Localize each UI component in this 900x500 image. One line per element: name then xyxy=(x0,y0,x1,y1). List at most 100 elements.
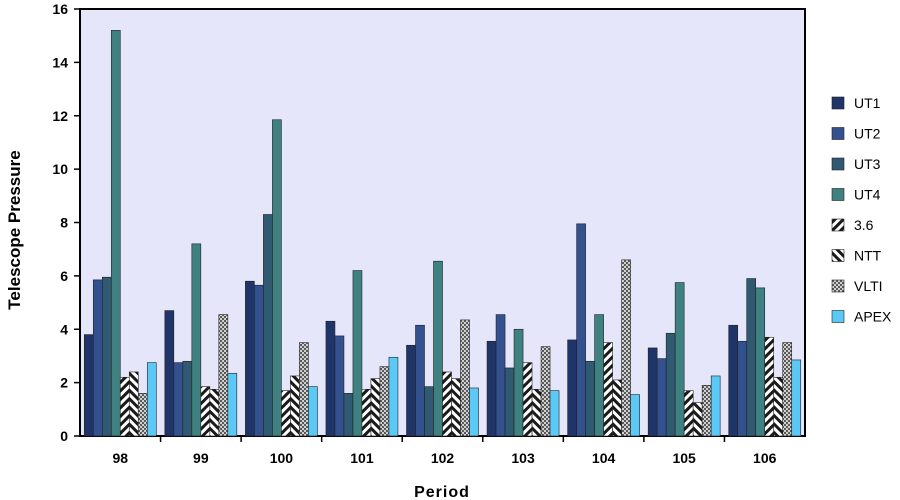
bar-ut3-101 xyxy=(343,392,354,437)
bar-ut1-99 xyxy=(164,310,175,437)
bar-ntt-99 xyxy=(209,388,220,437)
x-tick-label: 101 xyxy=(350,450,374,466)
bar-ut1-104 xyxy=(567,339,577,437)
bar-vlti-105 xyxy=(701,384,712,437)
y-tick-label: 16 xyxy=(52,1,68,17)
bar-vlti-102 xyxy=(460,319,470,437)
bar-ut1-100 xyxy=(245,280,255,437)
y-tick-label: 14 xyxy=(52,54,68,70)
bar-apex-104 xyxy=(630,394,640,437)
bar-ut3-99 xyxy=(182,360,193,437)
legend-swatch xyxy=(831,127,845,140)
bar-apex-101 xyxy=(388,356,399,437)
bar-ut2-106 xyxy=(737,340,748,437)
bar-apex-106 xyxy=(791,359,802,437)
bar-3-6-98 xyxy=(119,376,130,437)
bar-ut3-105 xyxy=(665,332,676,437)
bar-ut4-98 xyxy=(110,30,121,437)
y-tick-label: 2 xyxy=(60,375,68,391)
bar-vlti-98 xyxy=(137,392,148,437)
bar-3-6-104 xyxy=(603,342,613,437)
bar-apex-105 xyxy=(710,375,721,437)
y-tick-label: 10 xyxy=(52,161,68,177)
y-axis: 0 2 4 6 8 10 12 14 16 xyxy=(52,1,80,444)
bar-ut3-100 xyxy=(263,214,273,437)
x-tick-label: 105 xyxy=(672,450,696,466)
y-tick-label: 6 xyxy=(60,268,68,284)
bar-ut4-103 xyxy=(513,328,524,437)
legend-label: 3.6 xyxy=(854,217,874,233)
bar-3-6-103 xyxy=(522,362,533,437)
x-tick-label: 106 xyxy=(753,450,777,466)
y-tick-label: 0 xyxy=(60,428,68,444)
bar-ut2-99 xyxy=(173,362,184,437)
bar-vlti-106 xyxy=(782,342,793,437)
y-tick-label: 4 xyxy=(60,321,68,337)
bar-ut4-102 xyxy=(433,260,443,437)
bar-apex-100 xyxy=(308,386,318,437)
bar-vlti-103 xyxy=(540,346,551,437)
bar-ut3-106 xyxy=(746,278,757,437)
bar-ntt-104 xyxy=(612,379,622,437)
legend-swatch xyxy=(831,157,845,171)
bar-3-6-106 xyxy=(764,336,775,437)
bars-group xyxy=(83,30,802,437)
x-tick-label: 102 xyxy=(431,450,455,466)
legend-label: APEX xyxy=(854,309,892,325)
legend-label: UT2 xyxy=(854,126,881,142)
bar-ut3-98 xyxy=(101,276,112,437)
legend-swatch xyxy=(831,218,845,232)
legend-label: UT3 xyxy=(854,156,881,172)
legend: UT1 UT2 UT3 UT4 3.6 NTT VLTI APEX xyxy=(831,95,892,325)
bar-ut4-100 xyxy=(272,119,282,437)
bar-ntt-102 xyxy=(451,378,461,437)
bar-apex-98 xyxy=(146,362,157,437)
bar-apex-99 xyxy=(227,372,238,437)
bar-vlti-100 xyxy=(299,342,309,437)
y-tick-label: 8 xyxy=(60,215,68,231)
bar-ut2-98 xyxy=(92,279,103,437)
bar-ut1-105 xyxy=(647,347,658,437)
bar-ntt-101 xyxy=(370,378,381,437)
bar-ntt-100 xyxy=(290,375,300,437)
bar-ut1-101 xyxy=(325,320,336,437)
bar-ut1-106 xyxy=(728,324,739,437)
y-tick-label: 12 xyxy=(52,108,68,124)
bar-ut1-102 xyxy=(406,344,416,437)
x-tick-label: 98 xyxy=(112,450,128,466)
bar-ut4-105 xyxy=(674,282,685,437)
bar-ut4-106 xyxy=(755,287,766,437)
x-axis: 98 99 100 101 102 103 104 105 106 xyxy=(112,436,777,466)
legend-label: VLTI xyxy=(854,278,883,294)
bar-ut3-104 xyxy=(585,360,595,437)
bar-ut1-98 xyxy=(83,334,94,437)
bar-3-6-105 xyxy=(683,390,694,437)
bar-ut2-100 xyxy=(254,284,264,437)
bar-3-6-101 xyxy=(361,388,372,437)
x-axis-title: Period xyxy=(414,484,470,500)
bar-3-6-99 xyxy=(200,386,211,437)
legend-label: UT1 xyxy=(854,95,881,111)
bar-ut4-99 xyxy=(191,243,202,437)
bar-ntt-105 xyxy=(692,402,703,437)
x-tick-label: 104 xyxy=(592,450,616,466)
x-tick-label: 103 xyxy=(511,450,535,466)
x-tick-label: 99 xyxy=(193,450,209,466)
bar-3-6-100 xyxy=(281,390,291,437)
x-tick-label: 100 xyxy=(270,450,294,466)
bar-ut3-103 xyxy=(504,367,515,437)
bar-ut4-104 xyxy=(594,314,604,437)
bar-ut2-104 xyxy=(576,223,586,437)
legend-swatch xyxy=(831,249,845,262)
legend-label: UT4 xyxy=(854,187,881,203)
bar-ntt-98 xyxy=(128,371,139,437)
bar-ntt-106 xyxy=(773,376,784,437)
bar-vlti-104 xyxy=(621,259,631,437)
y-axis-title: Telescope Pressure xyxy=(5,150,24,309)
bar-ut3-102 xyxy=(424,386,434,437)
legend-label: NTT xyxy=(854,248,882,264)
bar-ut2-101 xyxy=(334,335,345,437)
bar-vlti-99 xyxy=(218,314,229,437)
bar-vlti-101 xyxy=(379,366,390,437)
